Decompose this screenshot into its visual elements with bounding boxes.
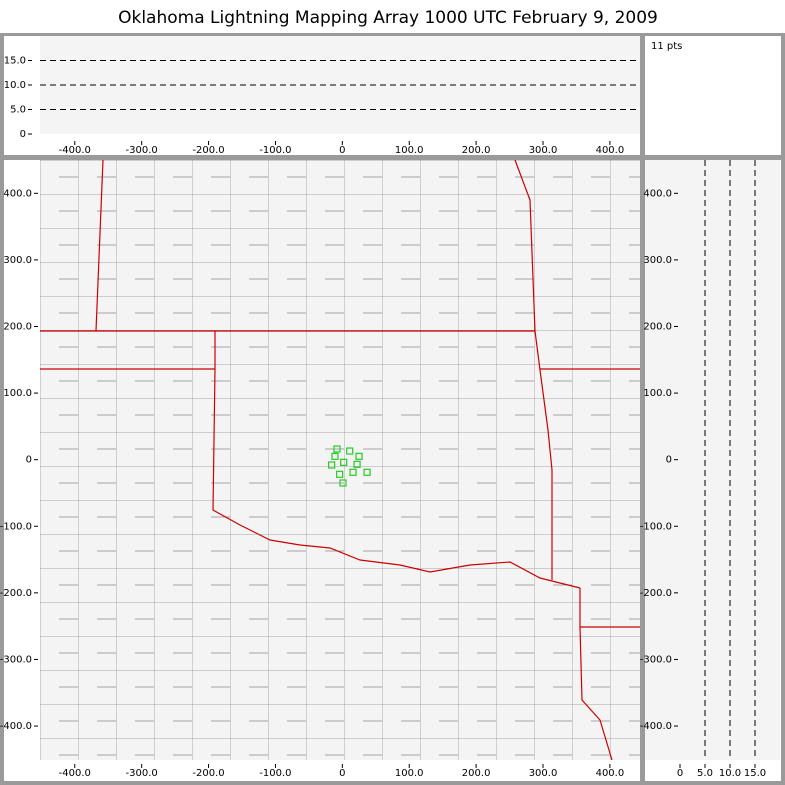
x-tick-label: -200.0	[192, 768, 224, 779]
y-tick-label: -400.0	[640, 721, 672, 732]
y-tick-label: 0	[20, 129, 26, 140]
x-tick-label: 400.0	[596, 768, 625, 779]
y-tick-label: -100.0	[640, 521, 672, 532]
y-tick-label: 200.0	[643, 321, 672, 332]
x-tick-label: 0	[339, 145, 345, 156]
info-panel	[645, 36, 781, 155]
y-tick-label: 200.0	[3, 321, 32, 332]
x-tick-label: -300.0	[126, 768, 158, 779]
lightning-source	[328, 461, 336, 469]
y-tick-label: -200.0	[640, 588, 672, 599]
y-tick-label: 0	[26, 455, 32, 466]
x-tick-label: 10.0	[719, 768, 741, 779]
y-tick-label: -400.0	[0, 721, 32, 732]
x-tick-label: -100.0	[259, 145, 291, 156]
x-tick-label: 100.0	[395, 145, 424, 156]
x-tick-label: 200.0	[462, 145, 491, 156]
lightning-source	[340, 458, 348, 466]
x-tick-label: -100.0	[259, 768, 291, 779]
y-tick-label: 100.0	[643, 388, 672, 399]
lightning-source	[349, 468, 357, 476]
y-tick-label: -200.0	[0, 588, 32, 599]
lightning-source	[331, 452, 339, 460]
lightning-source	[363, 468, 371, 476]
title-bar	[0, 0, 785, 33]
x-tick-label: 300.0	[529, 145, 558, 156]
y-tick-label: -300.0	[640, 654, 672, 665]
state-border	[514, 160, 553, 580]
y-tick-label: -100.0	[0, 521, 32, 532]
title: Oklahoma Lightning Mapping Array 1000 UT…	[118, 8, 658, 28]
y-tick-label: 5.0	[10, 105, 26, 116]
x-tick-label: 0	[677, 768, 683, 779]
x-tick-label: 100.0	[395, 768, 424, 779]
state-border	[212, 368, 581, 589]
x-tick-label: 5.0	[697, 768, 713, 779]
lightning-source	[336, 470, 344, 478]
lightning-source	[355, 452, 363, 460]
y-tick-label: -300.0	[0, 654, 32, 665]
lightning-source	[353, 460, 361, 468]
y-tick-label: 300.0	[3, 255, 32, 266]
y-tick-label: 10.0	[4, 80, 26, 91]
plot-bg	[645, 160, 780, 760]
y-tick-label: 15.0	[4, 56, 26, 67]
x-tick-label: -300.0	[126, 145, 158, 156]
y-tick-label: 400.0	[643, 188, 672, 199]
x-tick-label: -200.0	[192, 145, 224, 156]
county-lines	[40, 160, 640, 760]
x-tick-label: 200.0	[462, 768, 491, 779]
x-tick-label: -400.0	[59, 145, 91, 156]
map	[40, 160, 640, 760]
y-tick-label: 100.0	[3, 388, 32, 399]
state-border	[95, 160, 104, 332]
x-tick-label: 0	[339, 768, 345, 779]
lightning-source	[339, 479, 347, 487]
y-tick-label: 400.0	[3, 188, 32, 199]
x-tick-label: 400.0	[596, 145, 625, 156]
lightning-source	[346, 447, 354, 455]
y-tick-label: 300.0	[643, 255, 672, 266]
x-tick-label: 300.0	[529, 768, 558, 779]
lightning-source	[333, 445, 341, 453]
x-tick-label: 15.0	[744, 768, 766, 779]
y-tick-label: 0	[666, 455, 672, 466]
point-count: 11 pts	[651, 41, 682, 52]
x-tick-label: -400.0	[59, 768, 91, 779]
state-border	[579, 626, 613, 760]
